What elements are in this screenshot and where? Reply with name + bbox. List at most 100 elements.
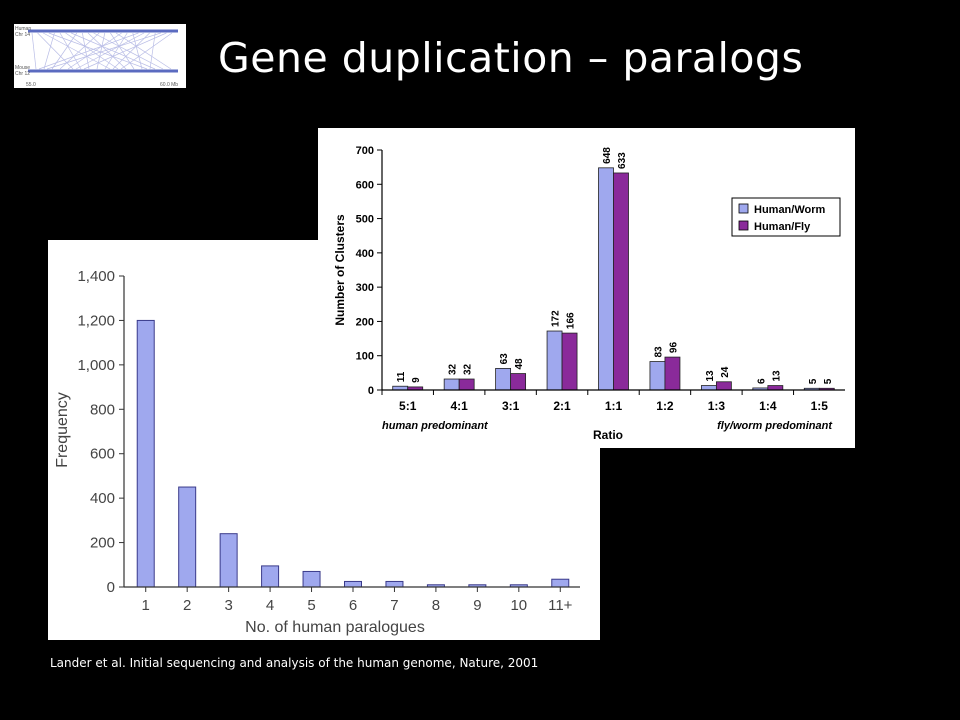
bar	[219, 533, 238, 588]
x-tick-label: 1:4	[759, 399, 777, 413]
data-label: 5	[823, 378, 834, 384]
legend-swatch	[738, 203, 749, 214]
citation: Lander et al. Initial sequencing and ana…	[50, 656, 539, 670]
y-tick-label: 100	[356, 351, 374, 363]
bar	[546, 330, 563, 391]
legend-label: Human/Fly	[754, 221, 811, 233]
data-label: 172	[551, 310, 562, 327]
synteny-line	[104, 32, 128, 70]
data-label: 648	[602, 147, 613, 164]
synteny-lines	[31, 32, 173, 70]
thumb-label: Chr 14	[15, 32, 30, 38]
x-tick-label: 9	[473, 597, 481, 614]
thumb-label: Mouse	[15, 65, 30, 71]
synteny-line	[87, 32, 127, 70]
synteny-line	[67, 32, 122, 70]
synteny-line	[132, 32, 143, 70]
x-tick-label: 10	[510, 597, 527, 614]
y-tick-label: 1,000	[77, 357, 115, 374]
y-axis-label: Frequency	[54, 392, 71, 468]
bar	[700, 385, 717, 391]
cluster-ratio-chart-svg: 0 100 200 300 400 500 600 700 11 9 5:1 32 32 4:1 63 48 3…	[333, 145, 845, 442]
x-tick-label: 1:2	[656, 399, 674, 413]
y-tick-label: 1,400	[77, 268, 115, 285]
y-axis-label: Number of Clusters	[333, 214, 347, 326]
y-tick-label: 800	[90, 401, 115, 418]
synteny-line	[115, 32, 172, 70]
synteny-line	[43, 32, 55, 70]
x-tick-label: 1:5	[811, 399, 829, 413]
x-tick-label: 4:1	[450, 399, 468, 413]
bar	[385, 580, 404, 588]
y-tick-label: 500	[356, 214, 374, 226]
bar	[136, 319, 155, 588]
x-tick-label: 5:1	[399, 399, 417, 413]
legend-label: Human/Worm	[754, 204, 826, 216]
x-axis-label: No. of human paralogues	[245, 619, 425, 636]
bar	[344, 580, 362, 588]
synteny-line	[83, 32, 167, 70]
x-tick-label: 6	[349, 597, 357, 614]
x-tick-label: 1	[142, 597, 150, 614]
bar	[495, 367, 512, 391]
y-tick-label: 1,200	[77, 312, 115, 329]
y-tick-label: 400	[356, 248, 374, 260]
annotation-human-predominant: human predominant	[382, 420, 489, 432]
bar	[302, 570, 321, 588]
thumb-label: Chr 12	[15, 71, 30, 77]
synteny-line	[120, 32, 173, 70]
synteny-line	[93, 32, 164, 70]
y-tick-label: 400	[90, 490, 115, 507]
y-tick-label: 600	[90, 446, 115, 463]
x-axis-label: Ratio	[593, 428, 623, 442]
bar	[649, 361, 666, 391]
bar	[715, 381, 732, 391]
synteny-line	[112, 32, 150, 70]
x-tick-label: 2:1	[553, 399, 571, 413]
cluster-ratio-chart: 0 100 200 300 400 500 600 700 11 9 5:1 32 32 4:1 63 48 3…	[318, 128, 855, 448]
data-label: 9	[411, 377, 422, 383]
legend-swatch	[738, 220, 749, 231]
y-tick-label: 300	[356, 282, 374, 294]
synteny-line	[46, 32, 161, 70]
legend-box	[731, 197, 841, 237]
x-tick-label: 1:3	[708, 399, 726, 413]
x-tick-label: 3:1	[502, 399, 520, 413]
data-label: 166	[566, 312, 577, 329]
bar	[443, 378, 460, 391]
x-tick-label: 4	[266, 597, 274, 614]
synteny-line	[31, 32, 37, 70]
annotation-flyworm-predominant: fly/worm predominant	[717, 420, 833, 432]
synteny-line	[38, 32, 139, 70]
bar	[178, 486, 197, 588]
data-label: 6	[756, 378, 767, 384]
data-label: 48	[514, 358, 525, 370]
data-label: 32	[448, 363, 459, 375]
y-tick-label: 200	[90, 535, 115, 552]
thumb-label: Human	[15, 26, 31, 32]
bar	[510, 373, 527, 391]
bar	[767, 385, 784, 391]
synteny-line	[75, 32, 145, 70]
bar	[261, 565, 280, 588]
data-label: 11	[396, 371, 407, 382]
data-label: 5	[808, 378, 819, 384]
x-tick-label: 3	[224, 597, 232, 614]
bar	[551, 578, 570, 588]
y-tick-label: 700	[356, 145, 374, 157]
genome-alignment-thumbnail: Human Chr 14 Mouse Chr 12 55.0 60.0 Mb	[14, 24, 186, 88]
bar	[598, 167, 614, 391]
bar	[458, 378, 475, 391]
x-tick-label: 1:1	[605, 399, 623, 413]
data-label: 633	[617, 152, 628, 169]
data-label: 13	[705, 370, 716, 382]
slide-title: Gene duplication – paralogs	[218, 34, 804, 82]
synteny-line	[65, 32, 119, 70]
bar	[613, 172, 629, 391]
y-tick-label: 200	[356, 316, 374, 328]
synteny-line	[71, 32, 156, 70]
data-label: 13	[771, 370, 782, 382]
y-tick-label: 600	[356, 179, 374, 191]
bar	[664, 356, 681, 391]
synteny-line	[48, 32, 148, 70]
